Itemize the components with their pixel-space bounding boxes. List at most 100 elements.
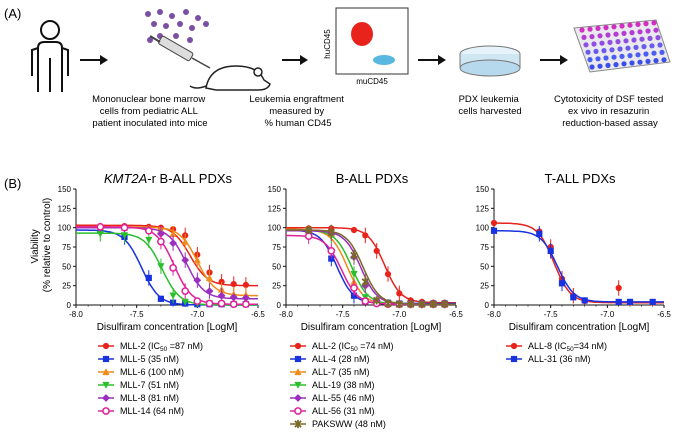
legend-label: ALL-31 (36 nM) (528, 354, 591, 364)
data-point (304, 225, 313, 235)
y-tick-label: 25 (480, 282, 489, 291)
well (645, 28, 651, 34)
y-tick-label: 25 (62, 282, 71, 291)
legend: ALL-2 (IC50 =74 nM)ALL-4 (28 nM) ALL-7 (3… (290, 341, 394, 429)
well (629, 29, 635, 36)
x-tick-label: -7.0 (392, 310, 406, 319)
y-tick-label: 150 (476, 185, 490, 194)
data-point (96, 223, 105, 231)
x-tick-label: -8.0 (279, 310, 293, 319)
legend-marker (294, 394, 302, 402)
well (637, 29, 643, 35)
arrow-3 (418, 55, 446, 65)
well (637, 59, 643, 65)
y-tick-label: 75 (480, 243, 489, 252)
data-point (181, 256, 190, 264)
chart-title: KMT2A-r B-ALL PDXs (104, 171, 233, 186)
well (597, 33, 603, 39)
legend-label: MLL-5 (35 nM) (120, 354, 179, 364)
patient-icon (31, 20, 69, 92)
fit-curve (494, 230, 664, 303)
y-tick-label: 0 (277, 301, 282, 310)
well (613, 31, 619, 37)
data-point (230, 281, 237, 288)
data-point (350, 226, 358, 234)
data-point (440, 300, 449, 309)
data-point (205, 274, 214, 281)
data-point (205, 299, 214, 308)
fit-curve (494, 222, 664, 304)
well (643, 21, 649, 27)
legend-marker (510, 342, 518, 350)
y-tick-label: 125 (58, 204, 72, 213)
well (597, 63, 603, 69)
data-point (429, 300, 438, 309)
legend-marker (102, 394, 110, 402)
data-point (327, 228, 336, 237)
data-point (169, 230, 177, 237)
data-point (169, 239, 177, 247)
cells-icon (145, 9, 209, 43)
data-point (96, 230, 104, 238)
data-point (350, 251, 358, 260)
legend-label: PAKSWW (48 nM) (312, 419, 386, 429)
data-point (384, 299, 392, 308)
legend-marker (294, 355, 302, 363)
data-point (490, 227, 498, 234)
data-point (229, 300, 238, 309)
data-point (193, 297, 202, 305)
well (615, 39, 621, 45)
series-4 (76, 226, 258, 308)
chart-3: T-ALL PDXs 0 25 50 75 100 125 150 -8.0 -7.5 -7.0 -6… (476, 171, 672, 364)
data-point (372, 296, 381, 305)
data-point (145, 236, 153, 244)
step-4-caption: Cytotoxicity of DSF tested ex vivo in re… (554, 94, 666, 129)
data-point (406, 300, 415, 309)
panel-b-label: (B) (4, 176, 21, 191)
well (595, 25, 601, 31)
legend-marker (102, 368, 110, 376)
legend-label: ALL-4 (28 nM) (312, 354, 370, 364)
well (581, 34, 587, 41)
fit-curve (286, 229, 456, 305)
x-tick-label: -8.0 (69, 310, 83, 319)
well (651, 50, 657, 56)
well-plate-icon (573, 19, 671, 73)
series-6 (76, 223, 258, 309)
legend-label: ALL-19 (38 nM) (312, 380, 375, 390)
well (607, 39, 613, 46)
well (593, 48, 599, 55)
well (629, 60, 635, 66)
y-tick-label: 100 (476, 224, 490, 233)
legend-marker (102, 381, 110, 389)
legend-label: MLL-6 (100 nM) (120, 367, 184, 377)
well (657, 42, 663, 48)
data-point (626, 298, 634, 305)
flow-plot: huCD45 muCD45 (323, 7, 409, 86)
arrow-4 (540, 55, 568, 65)
y-tick-label: 25 (272, 282, 281, 291)
chart-2: B-ALL PDXs 0 25 50 75 100 125 150 -8.0 -7.5 -7.0 -6… (268, 171, 464, 429)
legend-label: ALL-56 (31 nM) (312, 406, 375, 416)
panel-a-label: (A) (4, 6, 21, 21)
well (579, 27, 585, 33)
data-point (169, 292, 177, 300)
well (643, 51, 649, 57)
chart-title: T-ALL PDXs (544, 171, 616, 186)
y-axis-label: Viability (% relative to control) (30, 198, 53, 292)
legend-label: ALL-2 (IC50 =74 nM) (312, 341, 394, 353)
data-point (242, 300, 250, 309)
data-point (144, 226, 153, 235)
y-tick-label: 150 (268, 185, 282, 194)
well (595, 56, 601, 62)
legend-label: MLL-7 (51 nM) (120, 380, 179, 390)
data-point (384, 271, 392, 278)
legend-label: ALL-8 (IC50=34 nM) (528, 341, 607, 353)
well (591, 41, 597, 47)
well (583, 42, 589, 48)
well (603, 55, 609, 61)
data-point (157, 295, 164, 302)
x-tick-label: -6.5 (449, 310, 463, 319)
y-tick-label: 150 (58, 185, 72, 194)
x-axis-label: Disulfiram concentration [LogM] (97, 322, 238, 333)
